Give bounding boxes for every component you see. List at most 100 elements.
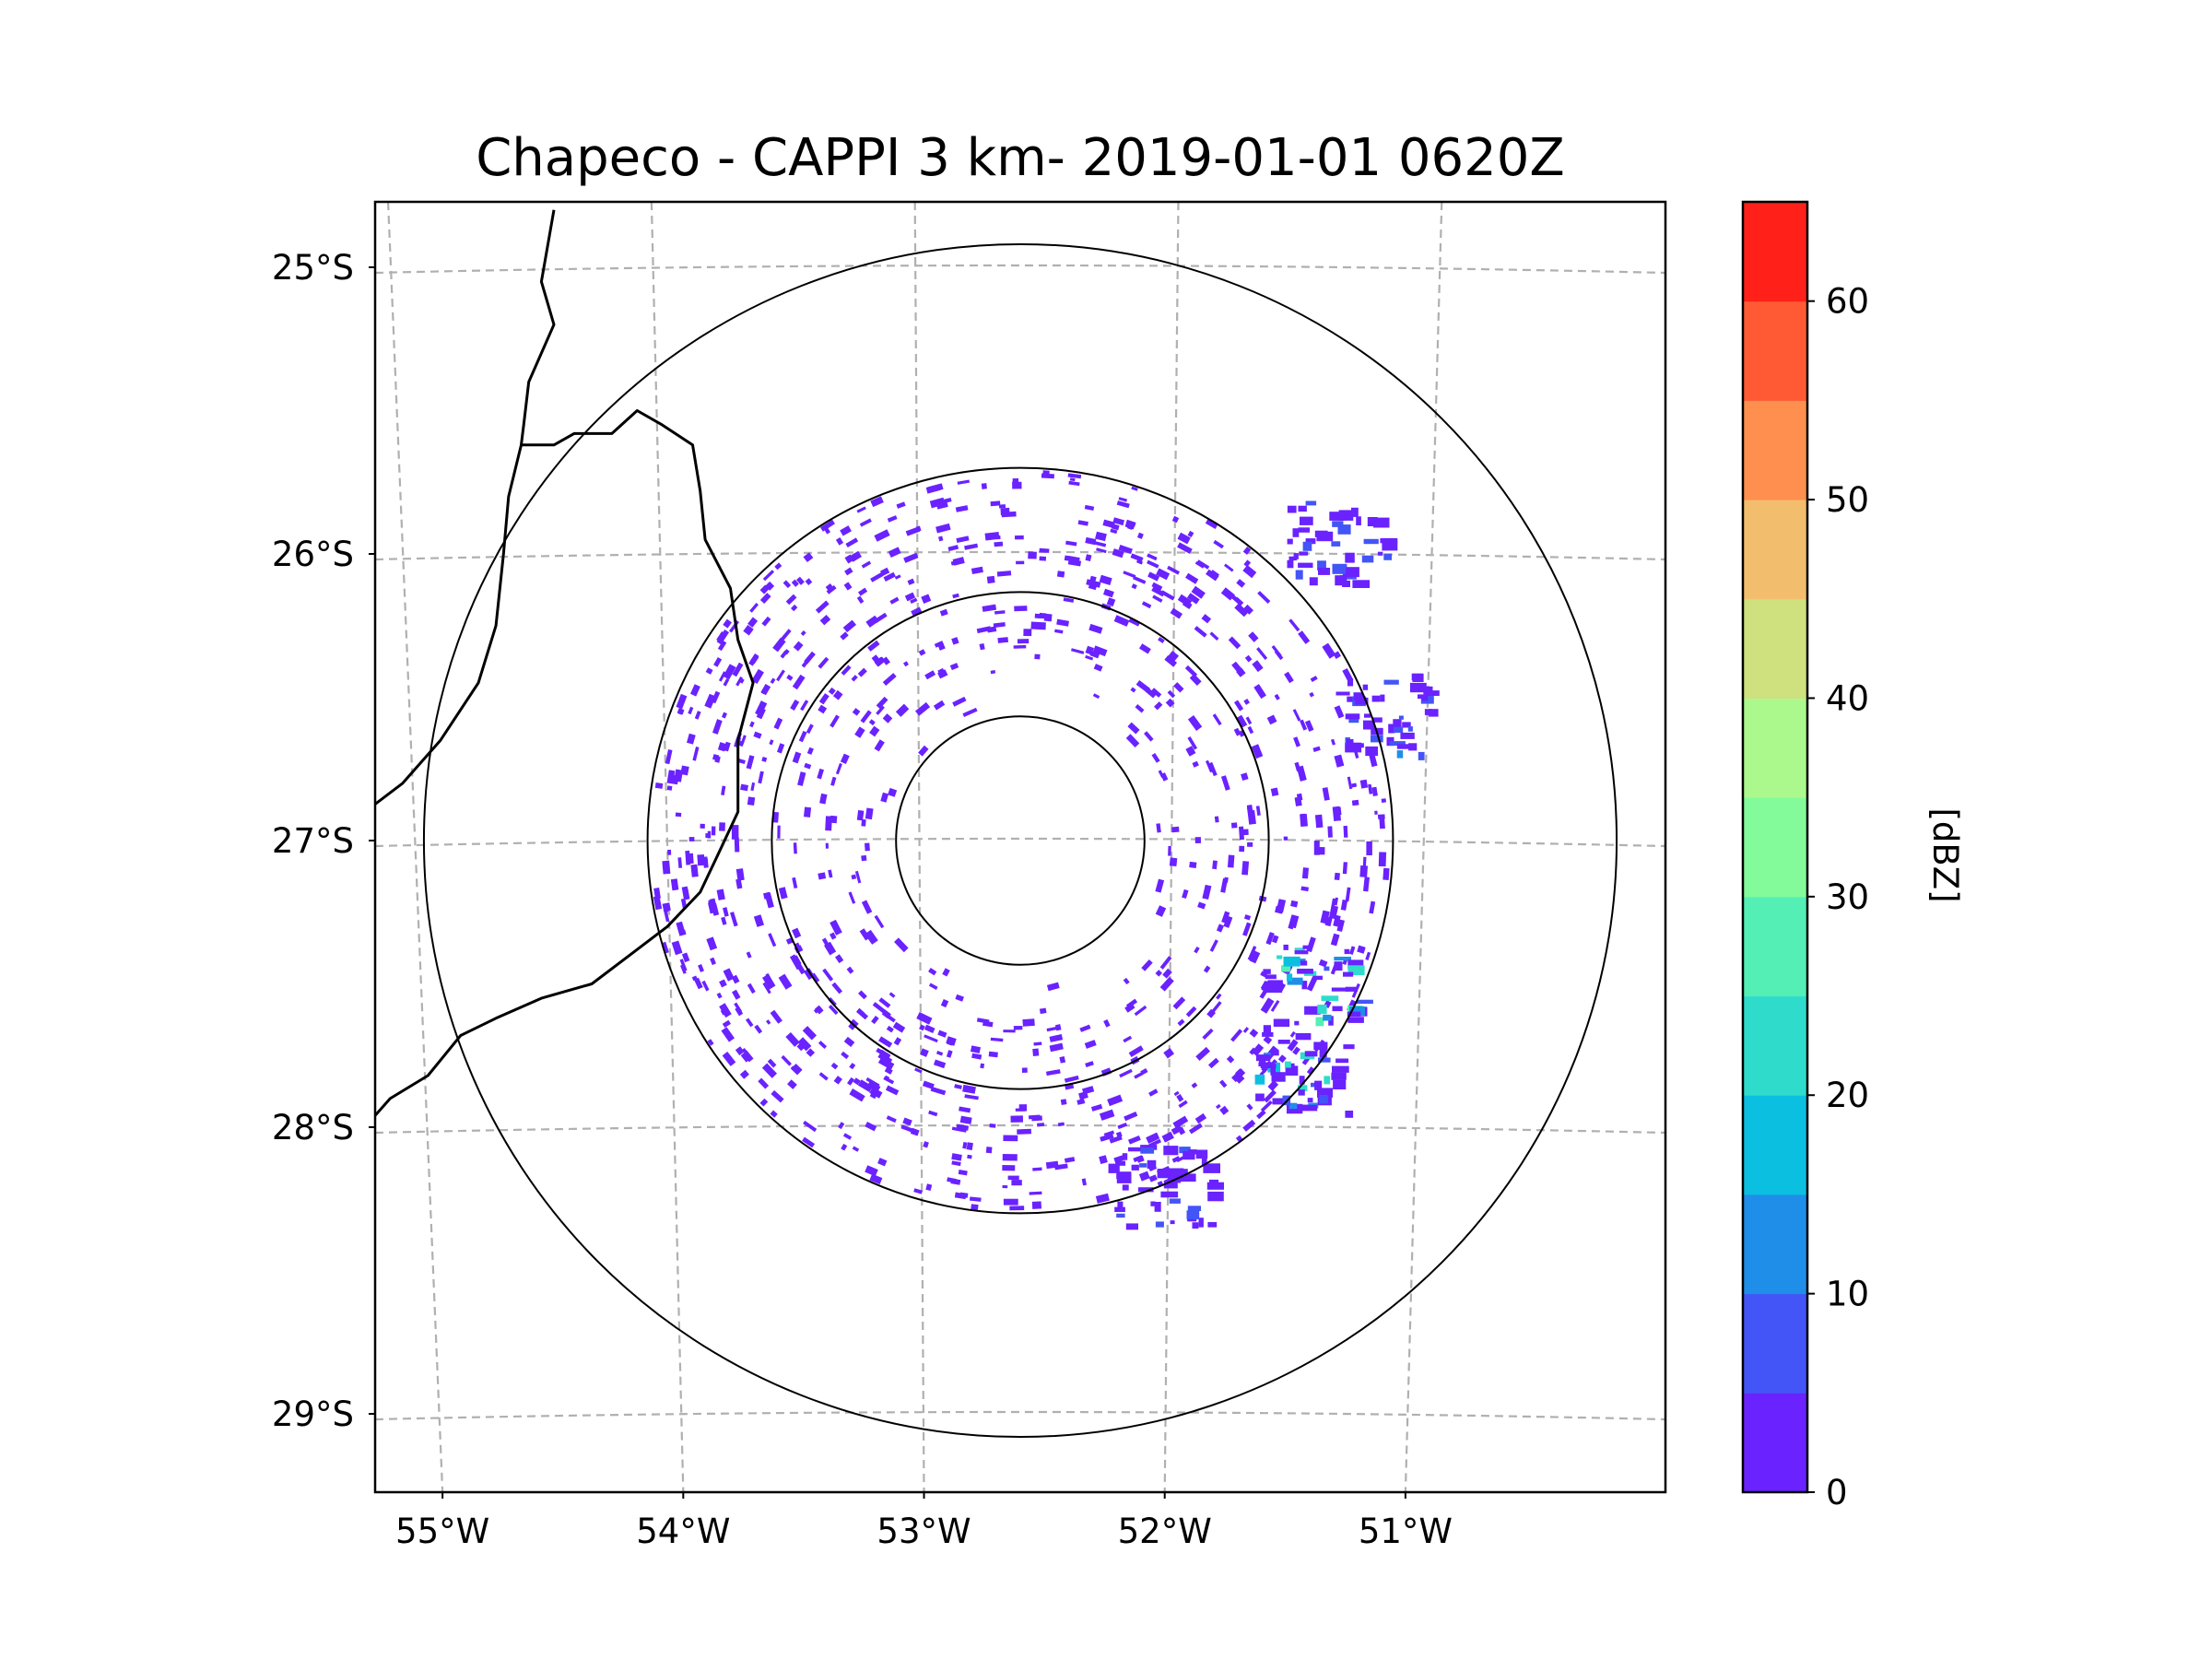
lon-gridline [1404,202,1443,1492]
echo-cell [946,1036,957,1046]
echo-cell [1333,1079,1347,1089]
echo-cell [1122,1184,1129,1191]
echo-cell [1107,1094,1124,1107]
echo-cell [902,1117,912,1126]
echo-cell [1318,568,1331,575]
echo-cell [782,580,792,589]
echo-cell [1170,1220,1175,1225]
echo-cell [1251,1043,1265,1056]
echo-cell [1085,645,1095,655]
echo-cell [1288,618,1300,632]
echo-cell [1099,1109,1115,1121]
echo-cell [1292,1046,1300,1055]
echo-cell [1228,636,1241,650]
echo-cell [804,762,812,770]
echo-cell [951,1126,967,1133]
echo-cell [1400,732,1415,739]
echo-cell [876,1047,891,1060]
echo-cell [1037,1123,1045,1127]
lat-tick-label: 28°S [272,1108,354,1147]
echo-cell [1223,563,1234,572]
echo-cell [990,500,1001,507]
echo-cell [1315,1017,1324,1027]
echo-cell [1137,1187,1154,1193]
colorbar-bin [1743,598,1807,699]
echo-cell [701,980,710,992]
echo-cell [1115,1131,1123,1138]
echo-cell [1283,836,1288,841]
echo-cell [1293,736,1301,747]
echo-cell [1267,1080,1279,1091]
echo-cell [1127,1135,1141,1145]
echo-cell [1017,1128,1032,1135]
echo-cell [1049,1034,1064,1042]
echo-cell [1216,1103,1221,1110]
echo-cell [723,968,735,982]
echo-cell [793,641,804,652]
echo-cell [716,888,725,900]
echo-cell [1418,751,1425,760]
echo-cell [688,706,694,715]
echo-cell [1288,915,1297,930]
echo-cell [869,1093,877,1100]
echo-cell [1260,997,1275,1014]
echo-cell [1334,705,1345,719]
echo-cell [888,547,901,559]
echo-cell [984,531,1000,541]
echo-cell [1287,973,1293,982]
lon-gridline [913,202,925,1492]
echo-cell [887,515,898,523]
echo-cell [947,545,959,552]
echo-cell [1014,535,1024,540]
echo-cell [928,982,938,990]
colorbar: 0 10 20 30 40 50 60 [1741,200,1869,1512]
echo-cell [1429,709,1439,717]
echo-cell [865,615,879,628]
echo-cell [920,1048,929,1057]
echo-cell [1324,966,1330,971]
echo-cell [819,519,835,532]
echo-cell [1207,1057,1219,1069]
echo-cell [1329,512,1346,521]
echo-cell [1277,955,1283,959]
echo-cell [954,1084,962,1089]
echo-cell [1049,1042,1064,1053]
echo-cell [717,742,727,752]
echo-cell [882,656,891,665]
echo-cell [1300,814,1308,828]
echo-cell [789,954,803,971]
echo-cell [903,552,919,563]
echo-cell [1068,480,1080,487]
longitude-axis: 55°W 54°W 53°W 52°W 51°W [395,1492,1453,1551]
echo-cell [1305,500,1317,506]
echo-cell [750,782,756,792]
echo-cell [1185,572,1199,584]
echo-cell [878,1036,893,1048]
echo-cell [819,793,828,805]
echo-cell [1319,1095,1328,1104]
echo-cell [907,578,915,585]
echo-cell [1301,867,1309,879]
echo-cell [835,954,844,964]
echo-cell [801,657,811,668]
echo-cell [1150,688,1162,698]
echo-cell [1122,1153,1128,1160]
echo-cell [1112,548,1124,559]
echo-cell [1274,693,1280,700]
echo-cell [1116,500,1130,509]
echo-cell [883,571,896,582]
echo-cell [1141,959,1153,971]
echo-cell [1030,621,1046,630]
echo-cell [1263,1035,1273,1044]
echo-cell [794,955,802,966]
echo-cell [996,571,1012,577]
echo-cell [843,1036,855,1048]
echo-cell [1063,597,1075,603]
echo-cell [1158,770,1165,778]
echo-cell [1340,899,1348,911]
echo-cell [1046,1026,1057,1032]
echo-cell [1003,1198,1018,1206]
echo-cell [1159,976,1174,992]
echo-cell [1345,713,1360,720]
echo-cell [1202,1028,1214,1041]
